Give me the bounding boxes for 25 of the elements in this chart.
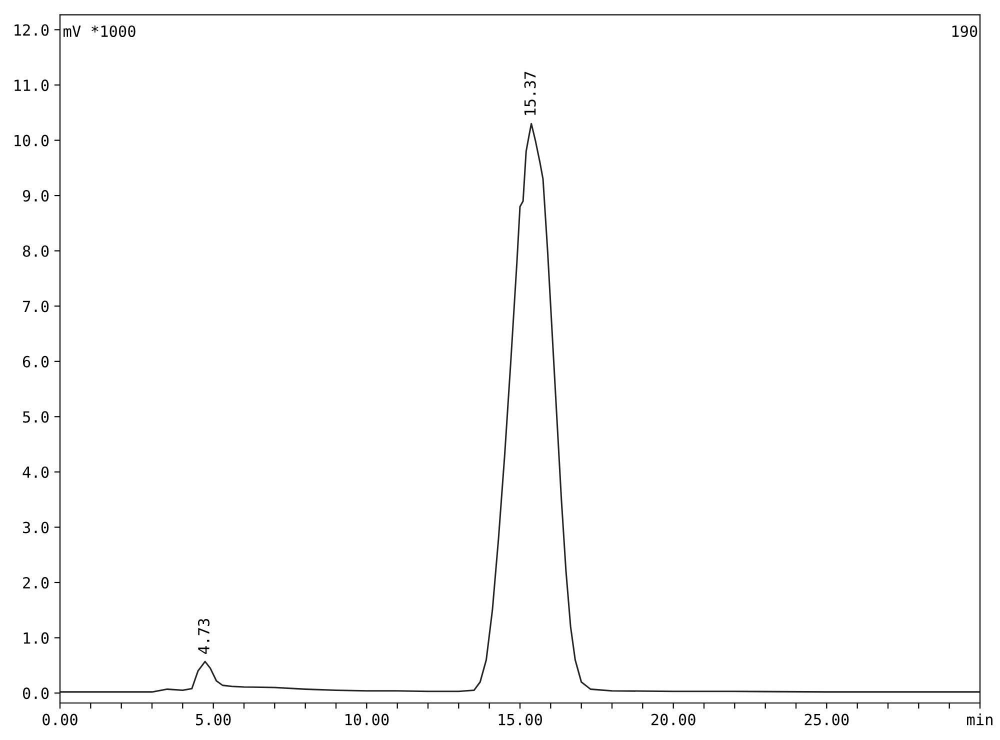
line-series <box>60 122 980 693</box>
y-tick-label: 10.0 <box>14 134 49 146</box>
x-tick-label: 5.00 <box>196 714 231 726</box>
y-tick-label: 4.0 <box>22 466 49 478</box>
y-tick-label: 1.0 <box>24 632 49 644</box>
y-tick-label: 11.0 <box>14 80 49 92</box>
x-tick-label: 0.00 <box>42 714 78 726</box>
y-tick-label: 12.0 <box>14 24 49 36</box>
y-tick-label: 0.0 <box>22 688 49 700</box>
y-tick-label: 8.0 <box>22 245 49 257</box>
y-tick-label: 7.0 <box>23 300 49 312</box>
x-tick-label: 25.00 <box>804 714 849 726</box>
x-tick-label: min <box>967 714 992 726</box>
y-axis-title: mV *1000 <box>64 25 136 38</box>
annotation: 4.73 <box>198 618 210 654</box>
y-tick-label: 3.0 <box>23 522 49 534</box>
x-tick-label: 15.00 <box>498 714 542 726</box>
annotation: 190 <box>952 25 978 38</box>
y-tick-label: 6.0 <box>22 356 49 368</box>
annotation: 15.37 <box>524 72 536 115</box>
y-tick-label: 5.0 <box>23 411 49 423</box>
y-tick-label: 2.0 <box>23 577 49 589</box>
x-tick-label: 20.00 <box>651 714 696 726</box>
x-tick-label: 10.00 <box>346 714 389 726</box>
y-tick-label: 9.0 <box>22 190 49 202</box>
